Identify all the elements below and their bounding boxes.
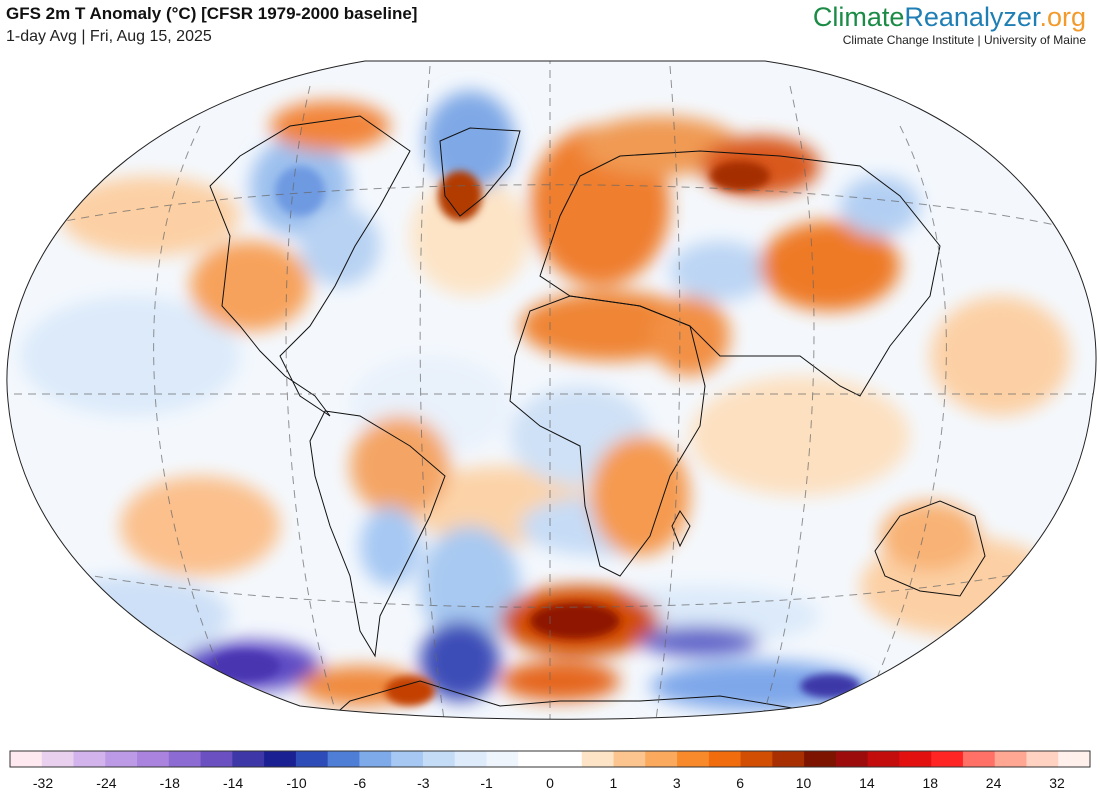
page-title: GFS 2m T Anomaly (°C) [CFSR 1979-2000 ba… — [6, 4, 418, 23]
colorbar-swatch — [708, 751, 742, 767]
brand-logo-org: .org — [1039, 2, 1086, 32]
brand-logo-reanalyzer: Reanalyzer — [904, 2, 1040, 32]
colorbar-swatch — [327, 751, 360, 767]
colorbar-swatch — [295, 751, 329, 767]
colorbar-swatches — [10, 751, 1091, 767]
colorbar-swatch — [994, 751, 1027, 767]
colorbar-swatch — [1058, 751, 1091, 767]
colorbar-tick-label: -24 — [96, 775, 116, 791]
colorbar-swatch — [804, 751, 837, 767]
colorbar-swatch — [391, 751, 424, 767]
colorbar-swatch — [10, 751, 43, 767]
colorbar-swatch — [232, 751, 265, 767]
colorbar-swatch — [613, 751, 646, 767]
colorbar-tick-label: 0 — [546, 775, 554, 791]
colorbar-frame — [9, 750, 1091, 768]
colorbar-swatch — [772, 751, 805, 767]
colorbar-tick-label: -32 — [33, 775, 53, 791]
colorbar-swatch — [899, 751, 932, 767]
colorbar-swatch — [581, 751, 615, 767]
colorbar-tick-label: 3 — [673, 775, 681, 791]
colorbar-tick-label: -3 — [417, 775, 430, 791]
colorbar-tick-label: 18 — [923, 775, 939, 791]
colorbar-swatch — [645, 751, 678, 767]
brand-tagline: Climate Change Institute | University of… — [842, 33, 1086, 47]
colorbar-swatch — [550, 751, 583, 767]
colorbar-swatch — [168, 751, 202, 767]
colorbar-swatch — [422, 751, 456, 767]
coastlines — [209, 115, 1011, 720]
colorbar-swatch — [740, 751, 773, 767]
anomaly-map — [6, 60, 1097, 720]
brand-logo-climate: Climate — [812, 2, 905, 32]
colorbar-tick-label: -14 — [223, 775, 243, 791]
colorbar-swatch — [486, 751, 519, 767]
graticule — [6, 61, 1097, 720]
brand[interactable]: ClimateReanalyzer.org Climate Change Ins… — [813, 2, 1086, 47]
colorbar-tick-label: 6 — [736, 775, 744, 791]
page-subtitle: 1-day Avg | Fri, Aug 15, 2025 — [6, 28, 212, 45]
colorbar-swatch — [359, 751, 392, 767]
colorbar-swatch — [264, 751, 297, 767]
colorbar: -32 -24 -18 -14 -10 -6 -3 -1 0 1 3 6 10 14 18 24 32 — [9, 750, 1091, 791]
colorbar-tick-label: 10 — [796, 775, 812, 791]
colorbar-swatch — [137, 751, 170, 767]
colorbar-swatch — [962, 751, 996, 767]
colorbar-labels: -32 -24 -18 -14 -10 -6 -3 -1 0 1 3 6 10 14 18 24 32 — [33, 775, 1065, 791]
colorbar-tick-label: 24 — [986, 775, 1002, 791]
colorbar-swatch — [931, 751, 964, 767]
globe-outline — [6, 60, 1097, 720]
colorbar-swatch — [867, 751, 900, 767]
colorbar-swatch — [41, 751, 75, 767]
colorbar-swatch — [1026, 751, 1059, 767]
colorbar-tick-label: -1 — [480, 775, 493, 791]
anomaly-field — [6, 61, 1097, 720]
colorbar-swatch — [105, 751, 138, 767]
brand-logo[interactable]: ClimateReanalyzer.org — [813, 2, 1086, 32]
colorbar-tick-label: -18 — [160, 775, 180, 791]
colorbar-swatch — [73, 751, 106, 767]
colorbar-swatch — [200, 751, 233, 767]
colorbar-swatch — [677, 751, 710, 767]
colorbar-tick-label: 32 — [1049, 775, 1065, 791]
colorbar-swatch — [454, 751, 487, 767]
colorbar-tick-label: -6 — [354, 775, 367, 791]
colorbar-swatch — [835, 751, 869, 767]
colorbar-tick-label: 14 — [859, 775, 875, 791]
colorbar-tick-label: 1 — [610, 775, 618, 791]
colorbar-swatch — [518, 751, 551, 767]
colorbar-tick-label: -10 — [286, 775, 306, 791]
